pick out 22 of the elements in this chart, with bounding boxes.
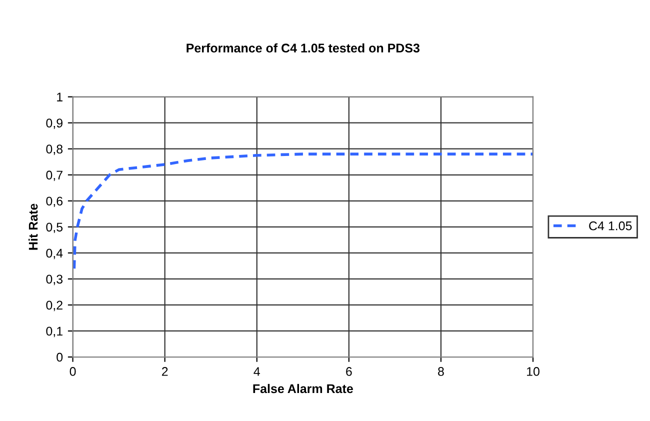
line-series	[72, 152, 533, 270]
x-tick-label: 4	[254, 367, 260, 376]
y-axis-title: Hit Rate	[28, 204, 38, 250]
x-tick-label: 10	[527, 367, 540, 376]
y-tick-label: 0,8	[46, 144, 63, 155]
legend-label: C4 1.05	[589, 221, 632, 230]
x-tick-label: 0	[70, 367, 76, 376]
x-tick-label: 2	[162, 367, 168, 376]
y-tick-label: 1	[57, 92, 62, 102]
y-tick-label: 0,9	[46, 118, 62, 129]
chart-title: Performance of C4 1.05 tested on PDS3	[186, 43, 420, 53]
y-tick-label: 0,4	[46, 248, 63, 260]
x-axis-title: False Alarm Rate	[253, 384, 353, 394]
y-tick-label: 0,7	[46, 170, 62, 182]
y-tick-label: 0,6	[46, 196, 63, 208]
y-tick-label: 0,3	[46, 274, 63, 286]
y-tick-label: 0,2	[46, 300, 62, 312]
x-tick-label: 6	[346, 367, 352, 376]
y-tick-label: 0	[56, 352, 63, 362]
y-tick-label: 0,5	[46, 222, 63, 234]
y-tick-label: 0,1	[46, 326, 62, 338]
x-tick-label: 8	[438, 367, 444, 376]
